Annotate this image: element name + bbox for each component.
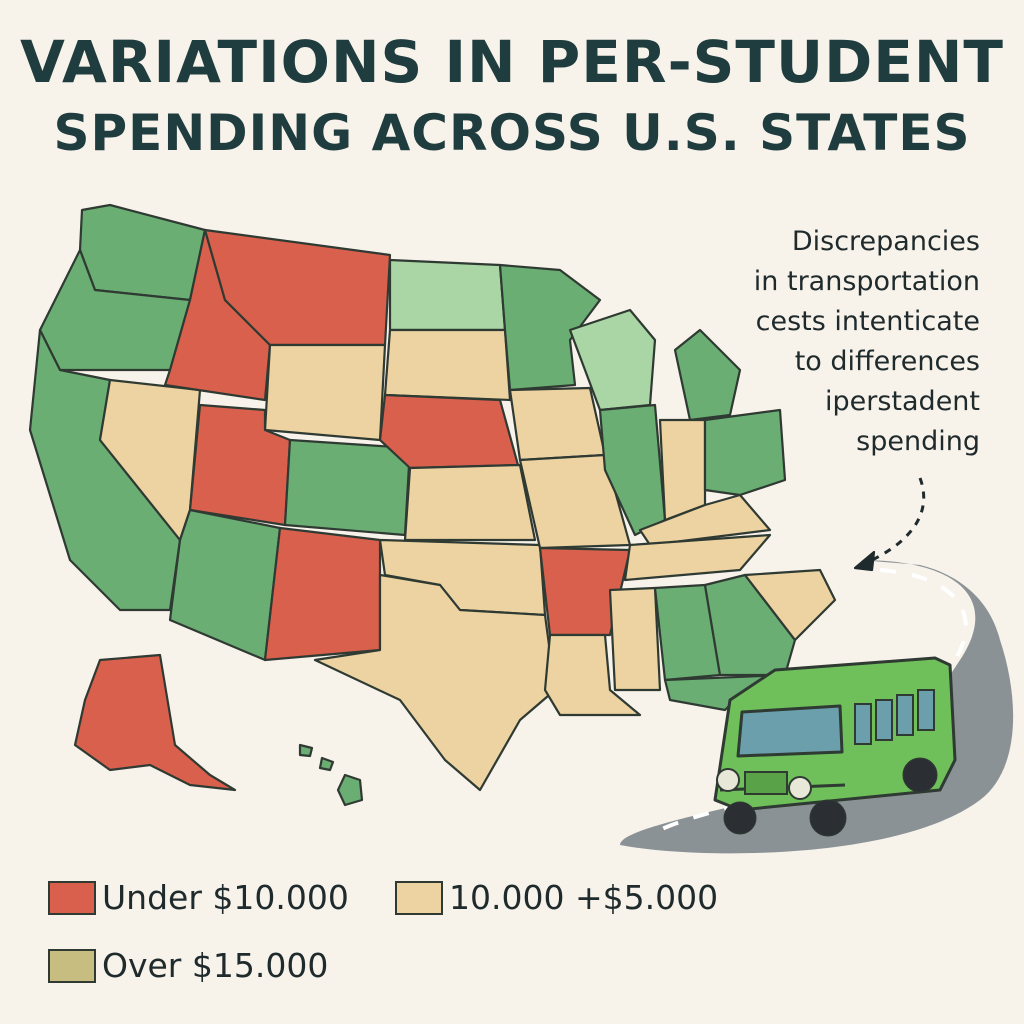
state-colorado[interactable]: [283, 438, 412, 537]
legend-item-over-15000: Over $15.000: [48, 946, 328, 985]
state-north-dakota[interactable]: [388, 258, 507, 332]
state-georgia[interactable]: [703, 573, 797, 677]
state-south-carolina[interactable]: [743, 568, 837, 642]
state-michigan[interactable]: [673, 328, 742, 422]
state-iowa[interactable]: [508, 386, 607, 462]
state-arizona[interactable]: [168, 508, 282, 662]
state-new-mexico[interactable]: [263, 526, 382, 662]
state-nebraska[interactable]: [378, 393, 520, 470]
state-kansas[interactable]: [403, 463, 537, 542]
annotation-line: iperstadent: [825, 386, 980, 417]
legend-label: 10.000 +$5.000: [449, 878, 719, 917]
annotation-line: Discrepancies: [791, 226, 980, 257]
legend-swatch-red: [48, 880, 96, 915]
school-bus-icon: [713, 656, 957, 837]
legend-item-10000-15000: 10.000 +$5.000: [395, 878, 718, 917]
state-arkansas[interactable]: [538, 546, 632, 637]
state-texas[interactable]: [313, 573, 557, 792]
legend-swatch-olive: [48, 948, 96, 983]
annotation-line: cests intenticate: [755, 306, 980, 337]
state-tennessee[interactable]: [623, 533, 772, 582]
state-minnesota[interactable]: [498, 263, 602, 392]
legend-item-under-10000: Under $10.000: [48, 878, 349, 917]
dashed-arrow-icon: [853, 477, 926, 572]
map-title-line2: SPENDING ACROSS U.S. STATES: [53, 104, 971, 162]
state-regions: [28, 203, 837, 807]
annotation-line: to differences: [794, 346, 980, 377]
state-south-dakota[interactable]: [383, 328, 512, 402]
state-washington[interactable]: [78, 203, 207, 302]
state-mississippi[interactable]: [608, 586, 662, 692]
state-wyoming[interactable]: [263, 343, 387, 442]
state-hawaii[interactable]: [336, 773, 364, 807]
state-louisiana[interactable]: [543, 633, 642, 717]
annotation-line: in transportation: [753, 266, 980, 297]
legend-swatch-tan: [395, 880, 443, 915]
legend-label: Under $10.000: [102, 878, 349, 917]
annotation-text: Discrepancies in transportation cests in…: [680, 222, 980, 462]
state-wisconsin[interactable]: [568, 308, 657, 412]
legend-label: Over $15.000: [102, 946, 329, 985]
map-title-line1: VARIATIONS IN PER-STUDENT: [20, 28, 1004, 96]
state-kentucky[interactable]: [638, 493, 772, 547]
annotation-line: spending: [856, 426, 980, 457]
state-alaska[interactable]: [73, 653, 237, 792]
state-ohio[interactable]: [703, 408, 787, 497]
